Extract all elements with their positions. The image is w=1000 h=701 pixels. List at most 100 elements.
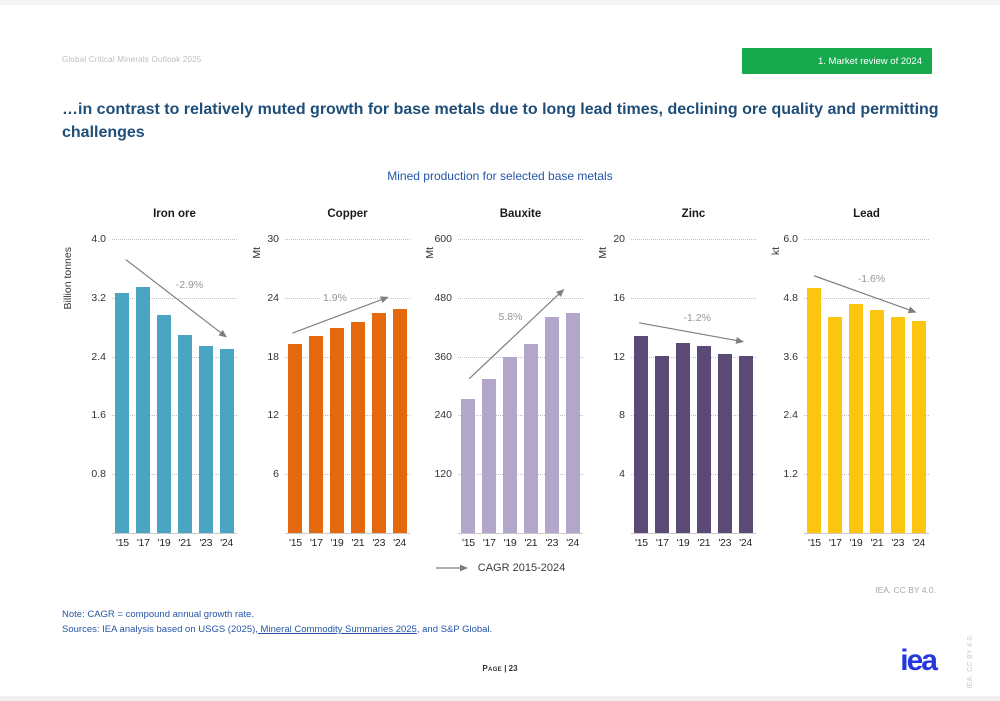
y-tick-label: 4.8 bbox=[783, 291, 798, 304]
plot-zinc: -1.2% bbox=[631, 239, 756, 534]
plot-copper: 1.9% bbox=[285, 239, 410, 534]
bar-copper-19 bbox=[330, 328, 344, 533]
y-tick-label: 6 bbox=[273, 468, 279, 481]
page-value: | 23 bbox=[504, 664, 518, 673]
y-tick-label: 12 bbox=[613, 350, 625, 363]
y-tick-label: 4.0 bbox=[91, 233, 106, 245]
x-tick-label: '23 bbox=[891, 537, 905, 549]
y-tick-label: 480 bbox=[434, 291, 452, 304]
bar-bauxite-24 bbox=[566, 312, 580, 533]
chart-plot-area-zinc: Mt 20 16 12 8 4 -1.2% bbox=[583, 233, 756, 534]
gridline bbox=[804, 415, 929, 417]
x-tick-label: '24 bbox=[739, 537, 752, 549]
gridline bbox=[631, 356, 756, 358]
axis-unit-label: Mt bbox=[424, 247, 436, 259]
bar-copper-15 bbox=[288, 343, 302, 533]
gridline bbox=[285, 239, 410, 240]
y-tick-label: 20 bbox=[613, 233, 625, 245]
chart-title-zinc: Zinc bbox=[681, 208, 706, 220]
chart-plot-area-iron-ore: Billion tonnes 4.0 3.2 2.4 1.6 0.8 -2.9% bbox=[62, 233, 237, 534]
sources-link[interactable]: Mineral Commodity Summaries 2025 bbox=[257, 624, 417, 635]
x-tick-label: '19 bbox=[849, 537, 863, 549]
page-label: Page bbox=[482, 664, 502, 673]
cagr-value-lead: -1.6% bbox=[854, 272, 889, 285]
y-tick-label: 2.4 bbox=[91, 350, 106, 363]
bar-bauxite-21 bbox=[524, 343, 538, 533]
bar-bauxite-17 bbox=[482, 379, 496, 533]
note-text: Note: CAGR = compound annual growth rate… bbox=[62, 609, 254, 620]
y-tick-label: 12 bbox=[267, 409, 279, 422]
sources-prefix: Sources: IEA analysis based on USGS (202… bbox=[62, 624, 258, 635]
slide-title: …in contrast to relatively muted growth … bbox=[62, 101, 939, 142]
page-bottom-edge bbox=[0, 696, 1000, 701]
gridline bbox=[112, 415, 237, 417]
chart-plot-area-bauxite: Mt 600 480 360 240 120 5.8% bbox=[410, 233, 583, 534]
bar-zinc-23 bbox=[718, 354, 732, 533]
chart-bauxite: Bauxite Mt 600 480 360 240 120 5.8% '15 '17 '19 '21… bbox=[410, 208, 583, 549]
chart-plot-area-copper: Mt 30 24 18 12 6 1.9% bbox=[237, 233, 410, 534]
bar-copper-23 bbox=[372, 313, 386, 533]
bar-copper-17 bbox=[309, 336, 323, 533]
y-tick-label: 24 bbox=[267, 291, 279, 304]
chart-copper: Copper Mt 30 24 18 12 6 1.9% '15 '17 '19 '21 '23 '24 bbox=[237, 208, 410, 549]
chart-title-lead: Lead bbox=[853, 208, 880, 220]
plot-bauxite: 5.8% bbox=[458, 239, 583, 534]
plot-lead: -1.6% bbox=[804, 239, 929, 534]
x-tick-label: '23 bbox=[545, 537, 559, 549]
document-title: Global Critical Minerals Outlook 2025 bbox=[62, 55, 202, 64]
y-tick-label: 8 bbox=[619, 409, 625, 422]
x-tick-label: '15 bbox=[289, 537, 302, 549]
y-tick-label: 6.0 bbox=[783, 233, 798, 245]
bar-lead-23 bbox=[891, 317, 905, 533]
x-axis-labels-iron-ore: '15 '17 '19 '21 '23 '24 bbox=[112, 537, 237, 549]
y-tick-label: 30 bbox=[267, 233, 279, 245]
bar-lead-21 bbox=[870, 309, 884, 533]
x-tick-label: '15 bbox=[116, 537, 129, 549]
bar-iron-ore-15 bbox=[115, 293, 129, 533]
chart-lead: Lead kt 6.0 4.8 3.6 2.4 1.2 -1.6% '15 '17 '19 '21 '2… bbox=[756, 208, 929, 549]
bars-copper bbox=[285, 239, 410, 533]
x-tick-label: '19 bbox=[330, 537, 344, 549]
x-tick-label: '19 bbox=[503, 537, 517, 549]
page-number: Page | 23 bbox=[0, 664, 1000, 673]
bar-iron-ore-19 bbox=[157, 315, 171, 533]
x-tick-label: '17 bbox=[136, 537, 150, 549]
x-tick-label: '23 bbox=[372, 537, 386, 549]
x-tick-label: '23 bbox=[199, 537, 213, 549]
bar-bauxite-23 bbox=[545, 317, 559, 533]
gridline bbox=[112, 474, 237, 476]
x-tick-label: '24 bbox=[220, 537, 233, 549]
plot-iron-ore: -2.9% bbox=[112, 239, 237, 534]
x-tick-label: '19 bbox=[676, 537, 690, 549]
gridline bbox=[631, 239, 756, 240]
y-tick-label: 1.6 bbox=[91, 409, 106, 422]
sources-suffix: , and S&P Global. bbox=[416, 624, 493, 635]
y-tick-label: 360 bbox=[434, 350, 452, 363]
x-axis-labels-bauxite: '15 '17 '19 '21 '23 '24 bbox=[458, 537, 583, 549]
y-tick-label: 2.4 bbox=[783, 409, 798, 422]
y-tick-label: 16 bbox=[613, 291, 625, 304]
y-tick-label: 600 bbox=[434, 233, 452, 245]
x-axis-labels-copper: '15 '17 '19 '21 '23 '24 bbox=[285, 537, 410, 549]
gridline bbox=[285, 474, 410, 476]
cagr-value-bauxite: 5.8% bbox=[495, 310, 526, 323]
bar-iron-ore-23 bbox=[199, 345, 213, 533]
iea-logo: iea bbox=[900, 644, 938, 677]
x-tick-label: '17 bbox=[482, 537, 496, 549]
gridline bbox=[458, 239, 583, 240]
y-tick-label: 4 bbox=[619, 468, 625, 481]
bars-bauxite bbox=[458, 239, 583, 533]
bar-iron-ore-17 bbox=[136, 286, 150, 533]
bars-lead bbox=[804, 239, 929, 533]
x-tick-label: '15 bbox=[635, 537, 648, 549]
section-badge: 1. Market review of 2024 bbox=[742, 48, 932, 74]
gridline bbox=[631, 297, 756, 299]
gridline bbox=[804, 474, 929, 476]
axis-unit-label: kt bbox=[770, 247, 782, 256]
x-tick-label: '21 bbox=[178, 537, 192, 549]
chart-plot-area-lead: kt 6.0 4.8 3.6 2.4 1.2 -1.6% bbox=[756, 233, 929, 534]
gridline bbox=[804, 356, 929, 358]
chart-iron-ore: Iron ore Billion tonnes 4.0 3.2 2.4 1.6 0.8 -2.… bbox=[62, 208, 237, 549]
bar-lead-15 bbox=[807, 288, 821, 533]
x-tick-label: '21 bbox=[524, 537, 538, 549]
